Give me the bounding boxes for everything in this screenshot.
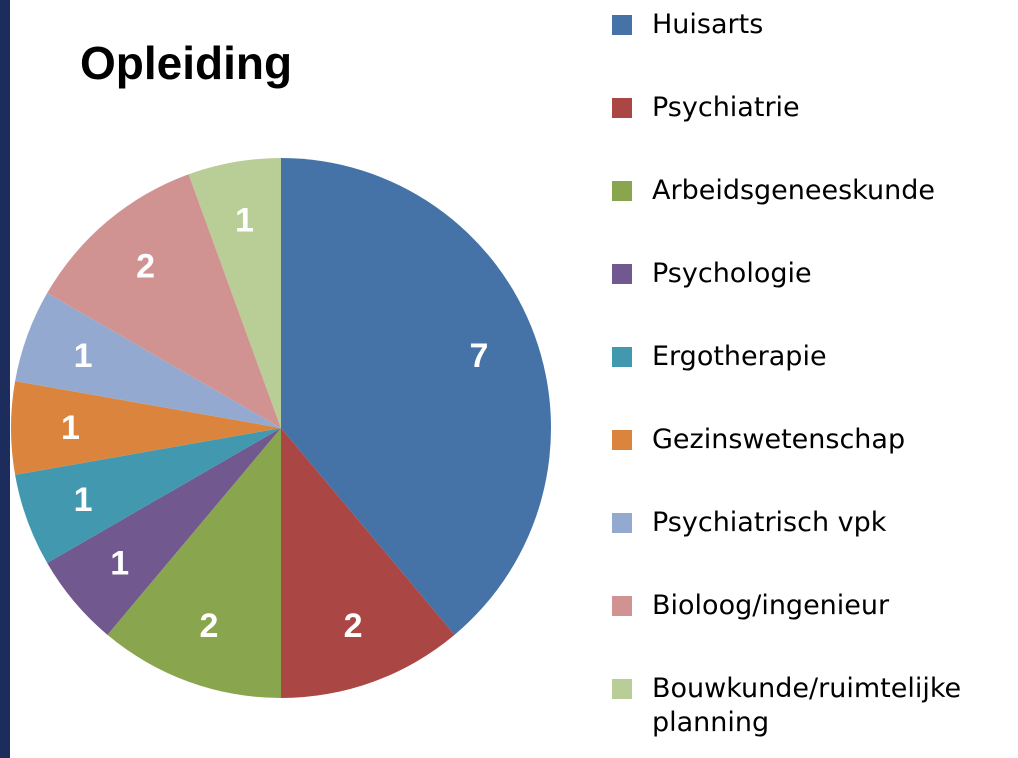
data-label: 1 (74, 481, 93, 519)
pie-slice (47, 174, 281, 428)
pie-slice (188, 158, 281, 428)
legend-item: Arbeidsgeneeskunde (612, 174, 992, 208)
data-label: 1 (74, 337, 93, 375)
legend-label: Gezinswetenschap (652, 424, 906, 455)
legend-item: Psychiatrisch vpk (612, 506, 992, 540)
legend-swatch (612, 513, 632, 533)
legend-swatch (612, 98, 632, 118)
legend-item: Psychologie (612, 257, 992, 291)
data-label: 7 (469, 337, 488, 375)
legend-label: Bouwkunde/ruimtelijke planning (652, 673, 962, 738)
legend-label: Arbeidsgeneeskunde (652, 175, 935, 206)
pie-slice (15, 293, 282, 428)
legend-item: Huisarts (612, 8, 992, 42)
legend-swatch (612, 264, 632, 284)
legend-label: Psychologie (652, 258, 812, 289)
legend-item: Bioloog/ingenieur (612, 589, 992, 623)
pie-slice (10, 381, 281, 475)
legend-swatch (612, 347, 632, 367)
data-label: 2 (200, 607, 219, 645)
pie-slice (47, 428, 281, 635)
legend-swatch (612, 181, 632, 201)
pie-slice (281, 428, 455, 698)
legend-swatch (612, 430, 632, 450)
legend-item: Psychiatrie (612, 91, 992, 125)
data-label: 1 (235, 202, 254, 240)
legend-swatch (612, 596, 632, 616)
pie-slice (281, 158, 551, 635)
data-label: 1 (110, 544, 129, 582)
legend-label: Bioloog/ingenieur (652, 590, 890, 621)
legend-swatch (612, 15, 632, 35)
pie-slice (15, 428, 282, 563)
legend-item: Bouwkunde/ruimtelijke planning (612, 672, 992, 740)
side-stripe (0, 0, 10, 758)
legend-item: Gezinswetenschap (612, 423, 992, 457)
pie-slice (107, 428, 281, 698)
legend-item: Ergotherapie (612, 340, 992, 374)
chart-title: Opleiding (80, 37, 293, 89)
data-label: 1 (61, 409, 80, 447)
data-label: 2 (136, 248, 155, 286)
data-label: 2 (344, 607, 363, 645)
legend-swatch (612, 679, 632, 699)
legend-label: Psychiatrisch vpk (652, 507, 887, 538)
legend-label: Psychiatrie (652, 92, 800, 123)
legend-label: Huisarts (652, 9, 764, 40)
legend-label: Ergotherapie (652, 341, 827, 372)
